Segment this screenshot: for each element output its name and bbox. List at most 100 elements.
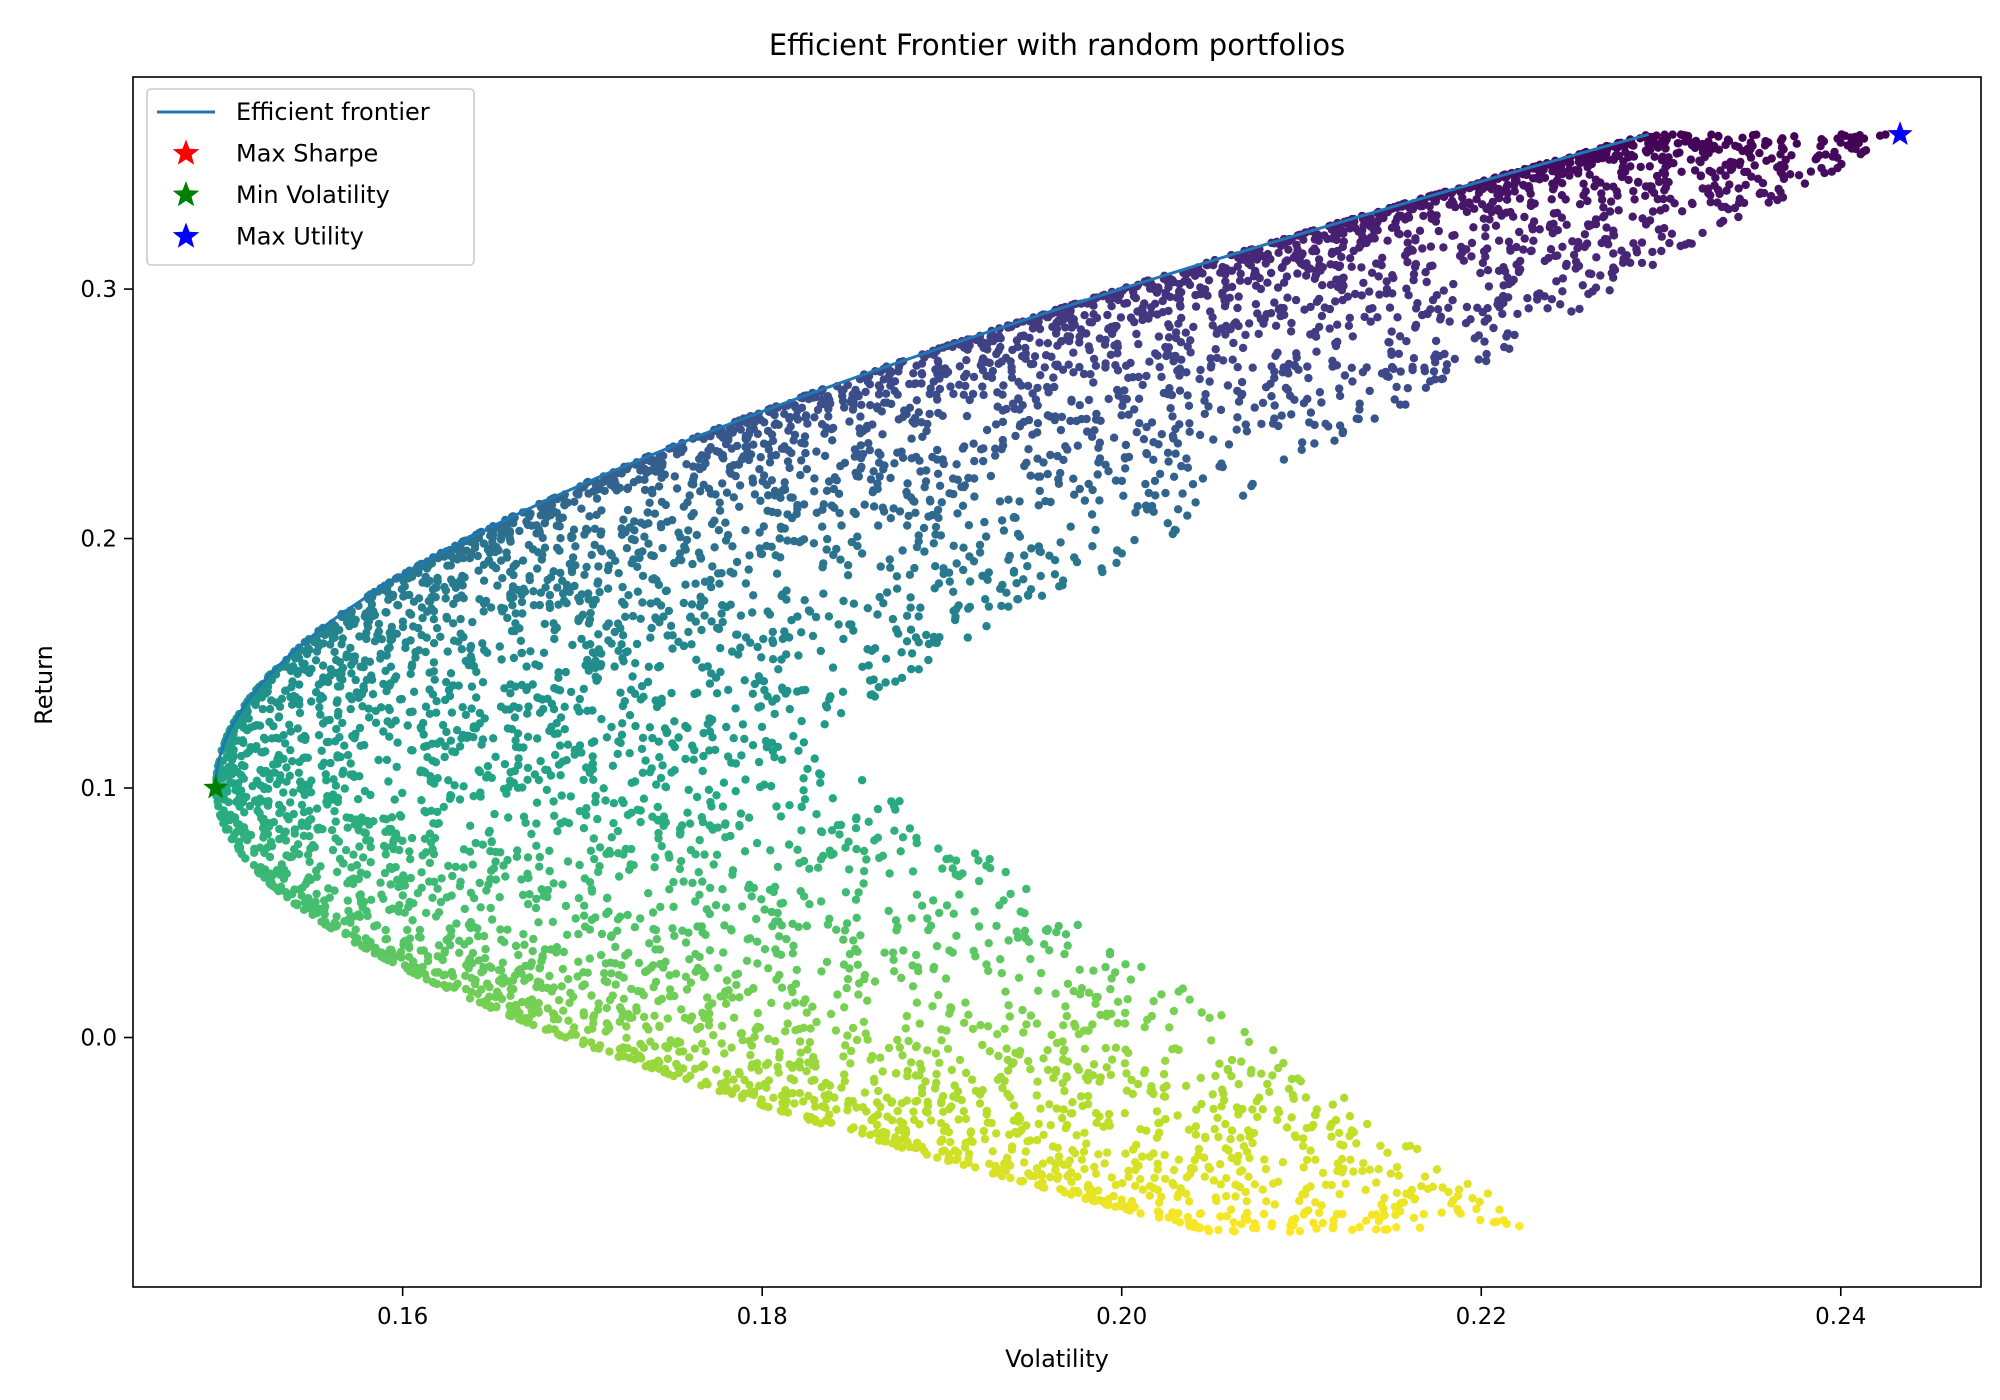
portfolio-point (1494, 207, 1504, 216)
portfolio-point (1291, 1214, 1300, 1223)
portfolio-point (1687, 239, 1696, 248)
portfolio-point (506, 768, 515, 777)
portfolio-point (1241, 330, 1250, 340)
portfolio-point (607, 833, 616, 842)
portfolio-point (903, 1072, 912, 1081)
portfolio-point (1059, 1021, 1068, 1030)
portfolio-point (611, 556, 620, 565)
portfolio-point (1209, 261, 1218, 270)
portfolio-point (258, 704, 267, 714)
portfolio-point (1221, 1119, 1230, 1129)
portfolio-point (785, 704, 794, 714)
portfolio-point (619, 798, 628, 808)
portfolio-point (1079, 369, 1089, 379)
portfolio-point (1218, 290, 1227, 300)
portfolio-point (1330, 436, 1339, 445)
portfolio-point (287, 852, 297, 861)
portfolio-point (1351, 223, 1360, 233)
portfolio-point (910, 413, 920, 423)
portfolio-point (903, 521, 912, 530)
portfolio-point (443, 647, 452, 656)
portfolio-point (698, 817, 708, 827)
portfolio-point (1472, 1204, 1481, 1214)
portfolio-point (672, 1059, 681, 1069)
portfolio-point (1806, 167, 1816, 176)
portfolio-point (1450, 354, 1460, 364)
portfolio-point (575, 807, 584, 816)
portfolio-point (1174, 1209, 1183, 1218)
portfolio-point (1211, 345, 1220, 354)
portfolio-point (405, 934, 415, 943)
portfolio-point (930, 1084, 940, 1093)
portfolio-point (715, 498, 724, 507)
portfolio-point (727, 647, 737, 656)
portfolio-point (422, 633, 431, 642)
portfolio-point (847, 537, 856, 547)
portfolio-point (1261, 1164, 1271, 1174)
portfolio-point (1776, 136, 1786, 146)
portfolio-point (1626, 162, 1635, 171)
portfolio-point (698, 766, 707, 776)
portfolio-point (906, 625, 916, 634)
portfolio-point (286, 798, 295, 807)
portfolio-point (663, 1014, 672, 1023)
portfolio-point (687, 600, 697, 609)
portfolio-point (356, 741, 365, 750)
portfolio-point (932, 941, 942, 951)
portfolio-point (1279, 278, 1289, 287)
portfolio-point (658, 761, 667, 770)
portfolio-point (564, 1016, 573, 1025)
portfolio-point (802, 1067, 811, 1076)
portfolio-point (814, 863, 823, 872)
portfolio-point (668, 515, 677, 525)
portfolio-point (1089, 354, 1099, 364)
portfolio-point (993, 388, 1002, 397)
portfolio-point (1297, 445, 1306, 454)
portfolio-point (466, 652, 475, 661)
portfolio-point (772, 802, 781, 811)
portfolio-point (890, 459, 899, 468)
portfolio-point (695, 952, 704, 962)
portfolio-point (386, 880, 395, 889)
portfolio-point (1462, 207, 1472, 217)
portfolio-point (1210, 1124, 1219, 1134)
portfolio-point (835, 508, 844, 518)
portfolio-point (745, 934, 755, 943)
portfolio-point (841, 888, 851, 897)
portfolio-point (595, 587, 604, 597)
portfolio-point (694, 868, 703, 877)
portfolio-point (753, 642, 762, 652)
portfolio-point (1287, 1074, 1297, 1084)
portfolio-point (689, 755, 698, 764)
portfolio-point (1325, 324, 1334, 333)
portfolio-point (936, 1119, 946, 1128)
portfolio-point (1063, 979, 1073, 988)
portfolio-point (527, 958, 536, 967)
portfolio-point (1707, 130, 1716, 139)
portfolio-point (662, 586, 671, 595)
portfolio-point (1431, 197, 1441, 206)
portfolio-point (1444, 1187, 1453, 1197)
portfolio-point (1272, 1115, 1282, 1125)
portfolio-point (650, 1042, 660, 1051)
portfolio-point (1612, 144, 1622, 153)
portfolio-point (838, 687, 848, 696)
portfolio-point (1665, 238, 1674, 248)
portfolio-point (631, 659, 640, 668)
portfolio-point (548, 917, 558, 927)
portfolio-point (818, 563, 827, 572)
portfolio-point (729, 734, 738, 743)
portfolio-point (1386, 1169, 1396, 1178)
portfolio-point (1147, 1082, 1156, 1091)
portfolio-point (584, 489, 593, 498)
portfolio-point (799, 1097, 808, 1106)
portfolio-point (398, 617, 408, 626)
portfolio-point (1527, 222, 1537, 231)
portfolio-point (452, 919, 461, 928)
portfolio-point (517, 597, 527, 607)
portfolio-point (1066, 416, 1075, 426)
portfolio-point (1021, 1147, 1030, 1156)
portfolio-point (1019, 575, 1028, 584)
portfolio-point (912, 890, 922, 899)
portfolio-point (1154, 1198, 1164, 1207)
